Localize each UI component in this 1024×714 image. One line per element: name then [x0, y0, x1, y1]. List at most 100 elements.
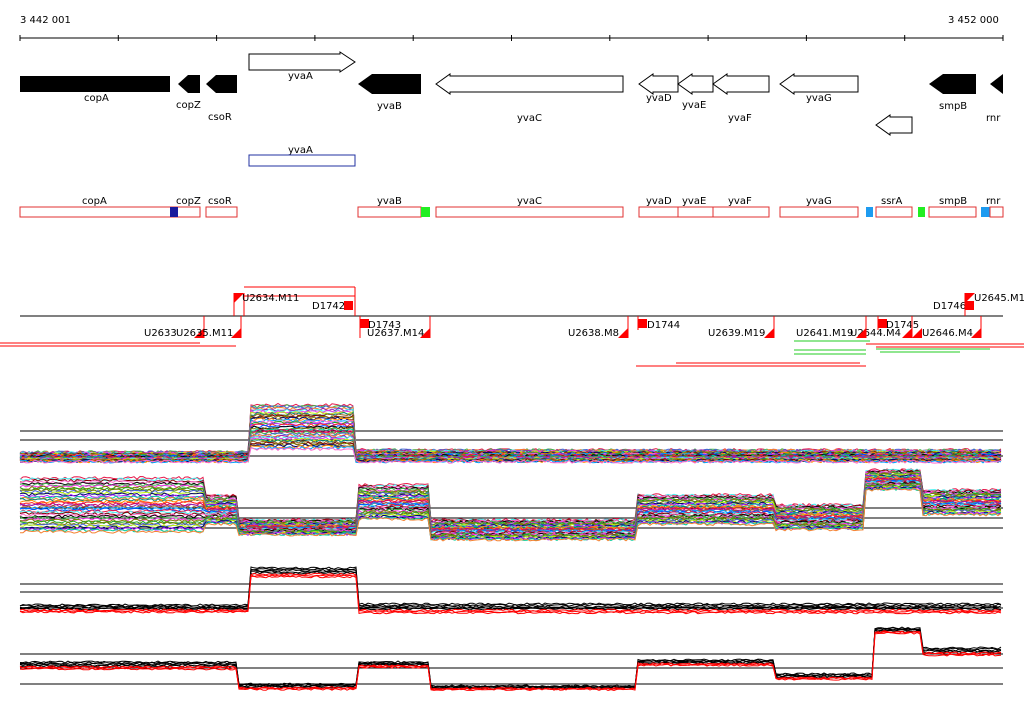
expression-trace — [19, 629, 1002, 690]
gene-label-yvaF: yvaF — [728, 113, 752, 124]
coord-start: 3 442 001 — [20, 15, 71, 26]
annotation-track: yvaA — [248, 145, 356, 167]
operon-label-smpB: smpB — [939, 196, 967, 207]
promoter-flag-U2646[interactable] — [971, 328, 981, 338]
operon-box-yvaB[interactable] — [357, 206, 422, 218]
expression-panel-2 — [19, 468, 1003, 542]
expression-trace — [20, 475, 1002, 531]
promoter-track: U2634.M11 D1742 D1746 U2645.M13 U2633 U2… — [0, 286, 1024, 367]
promoter-label-U2644.M4: U2644.M4 — [850, 328, 901, 339]
gene-label-yvaD: yvaD — [646, 93, 672, 104]
annotation-label: yvaA — [288, 145, 313, 156]
expression-trace — [19, 566, 1002, 607]
coord-end: 3 452 000 — [948, 15, 999, 26]
gene-arrow-copZ[interactable] — [178, 75, 200, 93]
promoter-flag-U2641[interactable] — [856, 328, 866, 338]
operon-label-yvaE: yvaE — [682, 196, 706, 207]
gene-arrow-yvaD[interactable] — [638, 73, 679, 95]
gene-label-yvaE: yvaE — [682, 100, 706, 111]
terminator-green-2[interactable] — [918, 207, 925, 217]
expression-trace — [19, 630, 1002, 691]
operon-box-yvaD[interactable] — [638, 206, 679, 218]
promoter-label-D1745: D1745 — [886, 320, 919, 331]
promoter-label-U2645.M13: U2645.M13 — [974, 293, 1024, 304]
promoter-block-D1746[interactable] — [965, 301, 974, 310]
annotation-box[interactable] — [248, 154, 356, 167]
promoter-label-U2638.M8: U2638.M8 — [568, 328, 619, 339]
terminator-green-1[interactable] — [421, 207, 430, 217]
gene-label-yvaA: yvaA — [288, 71, 313, 82]
gene-arrow-yvaF[interactable] — [712, 73, 770, 95]
gene-arrow-yvaA[interactable] — [248, 51, 356, 73]
expression-trace — [19, 482, 1002, 536]
gene-label-copZ: copZ — [176, 100, 201, 111]
operon-box-ssrA[interactable] — [875, 206, 913, 218]
terminator-navy[interactable] — [170, 207, 178, 217]
operon-label-yvaD: yvaD — [646, 196, 672, 207]
gene-label-copA: copA — [84, 93, 109, 104]
promoter-flag-D1745b[interactable] — [902, 328, 912, 338]
operon-label-yvaB: yvaB — [377, 196, 402, 207]
expression-trace — [19, 474, 1002, 529]
expression-trace — [19, 630, 1001, 691]
operon-box-yvaE[interactable] — [677, 206, 714, 218]
operon-box-copA[interactable] — [19, 206, 201, 218]
operon-label-ssrA: ssrA — [881, 196, 903, 207]
gene-label-yvaC: yvaC — [517, 113, 542, 124]
ruler-ticks — [19, 35, 1004, 41]
operon-box-smpB[interactable] — [928, 206, 977, 218]
gene-arrow-smpB[interactable] — [929, 74, 976, 94]
operon-box-yvaC[interactable] — [435, 206, 624, 218]
gene-label-csoR: csoR — [208, 112, 232, 123]
gene-label-smpB: smpB — [939, 101, 967, 112]
operon-label-yvaG: yvaG — [806, 196, 832, 207]
promoter-flag-U2638[interactable] — [618, 328, 628, 338]
operon-track: copA copZ csoR yvaB yvaC yvaD yvaE yvaF … — [19, 196, 1004, 218]
promoter-label-U2637.M14: U2637.M14 — [367, 328, 424, 339]
gene-arrow-yvaG[interactable] — [779, 73, 859, 95]
terminator-blue-2[interactable] — [981, 207, 990, 217]
expression-trace — [19, 409, 1002, 456]
gene-arrow-copA[interactable] — [20, 76, 170, 92]
gene-arrow-yvaC[interactable] — [435, 73, 624, 95]
expression-trace — [19, 567, 1002, 608]
expression-panel-1 — [19, 402, 1003, 464]
expression-trace — [19, 408, 1002, 456]
promoter-flag-csoR[interactable] — [231, 328, 241, 338]
gene-arrow-rnr[interactable] — [990, 74, 1003, 94]
promoter-block-D1744[interactable] — [638, 319, 647, 328]
gene-arrow-yvaB[interactable] — [358, 74, 421, 94]
promoter-block-D1745[interactable] — [878, 319, 887, 328]
promoter-block-D1743[interactable] — [360, 319, 369, 328]
gene-arrow-ssrA-hollow[interactable] — [875, 114, 913, 136]
terminator-blue-1[interactable] — [866, 207, 873, 217]
expression-trace — [19, 474, 1002, 529]
operon-box-yvaF[interactable] — [712, 206, 770, 218]
operon-box-rnr[interactable] — [989, 206, 1004, 218]
promoter-label-D1742: D1742 — [312, 301, 345, 312]
gene-arrow-yvaE[interactable] — [677, 73, 714, 95]
expression-panel-4 — [19, 626, 1003, 692]
operon-box-yvaG[interactable] — [779, 206, 859, 218]
operon-label-copZ: copZ — [176, 196, 201, 207]
expression-trace — [19, 486, 1002, 541]
promoter-flag-U2644[interactable] — [912, 328, 922, 338]
gene-arrow-csoR[interactable] — [206, 75, 237, 93]
promoter-flag-U2637[interactable] — [420, 328, 430, 338]
gene-track: copA copZ csoR yvaA yvaB yvaC yvaD yvaE … — [20, 51, 1003, 136]
promoter-flag-top[interactable] — [234, 293, 244, 303]
expression-trace — [19, 568, 1002, 609]
operon-label-copA: copA — [82, 196, 107, 207]
promoter-flag-U2639[interactable] — [764, 328, 774, 338]
transcript-lines — [0, 340, 1024, 367]
expression-trace — [19, 575, 1002, 615]
expression-trace — [19, 402, 1002, 455]
promoter-flag-top-2[interactable] — [965, 293, 975, 303]
promoter-block-D1742[interactable] — [344, 301, 353, 310]
promoter-label-U2641.M19: U2641.M19 — [796, 328, 853, 339]
promoter-flag-U2635[interactable] — [194, 328, 204, 338]
expression-trace — [19, 570, 1002, 610]
operon-box-csoR[interactable] — [205, 206, 238, 218]
promoter-label-U2633: U2633 — [144, 328, 177, 339]
